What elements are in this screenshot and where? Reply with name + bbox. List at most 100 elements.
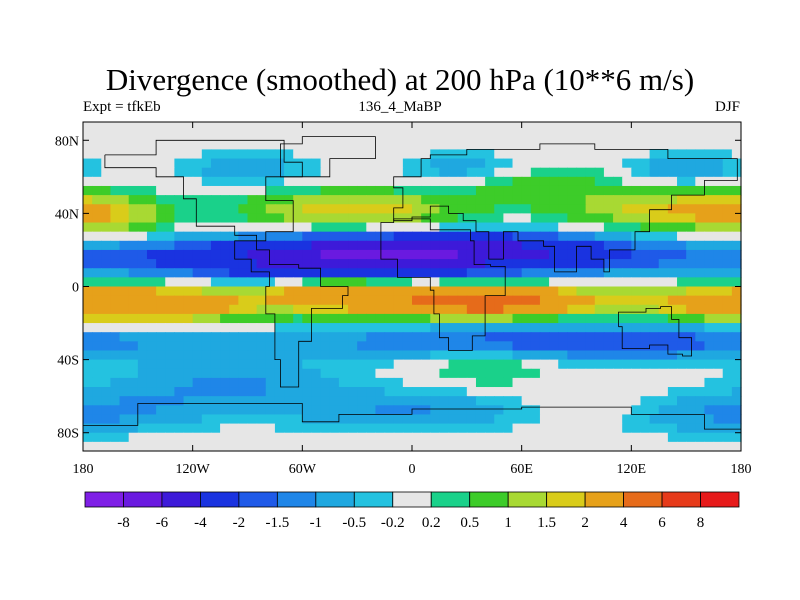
field-cell bbox=[622, 131, 632, 141]
field-cell bbox=[686, 359, 696, 370]
field-cell bbox=[594, 149, 605, 160]
field-cell bbox=[137, 140, 148, 151]
field-cell bbox=[457, 350, 468, 361]
field-cell bbox=[731, 277, 742, 288]
field-cell bbox=[320, 332, 331, 342]
field-cell bbox=[238, 131, 249, 141]
field-cell bbox=[357, 222, 367, 233]
field-cell bbox=[174, 341, 185, 352]
field-cell bbox=[585, 313, 596, 324]
field-cell bbox=[238, 423, 249, 434]
field-cell bbox=[284, 277, 294, 288]
field-cell bbox=[722, 332, 733, 342]
field-cell bbox=[320, 396, 331, 406]
field-cell bbox=[165, 158, 175, 169]
field-cell bbox=[439, 231, 450, 242]
field-cell bbox=[530, 122, 541, 132]
field-cell bbox=[466, 185, 477, 196]
field-cell bbox=[201, 249, 212, 260]
field-cell bbox=[613, 176, 623, 187]
field-cell bbox=[686, 240, 696, 251]
field-cell bbox=[256, 441, 267, 452]
field-cell bbox=[256, 432, 267, 443]
field-cell bbox=[101, 231, 112, 242]
field-cell bbox=[549, 286, 559, 297]
field-cell bbox=[402, 259, 413, 269]
field-cell bbox=[210, 222, 221, 233]
field-cell bbox=[247, 396, 258, 406]
field-cell bbox=[174, 323, 185, 333]
field-cell bbox=[521, 405, 532, 416]
field-cell bbox=[503, 213, 514, 224]
field-cell bbox=[302, 185, 313, 196]
field-cell bbox=[466, 313, 477, 324]
field-cell bbox=[192, 432, 203, 443]
field-cell bbox=[549, 405, 559, 416]
field-cell bbox=[631, 387, 642, 397]
field-cell bbox=[521, 313, 532, 324]
field-cell bbox=[92, 414, 102, 425]
field-cell bbox=[92, 204, 102, 214]
field-cell bbox=[695, 131, 706, 141]
field-cell bbox=[457, 423, 468, 434]
field-cell bbox=[183, 332, 194, 342]
field-cell bbox=[375, 359, 386, 370]
field-cell bbox=[677, 231, 687, 242]
field-cell bbox=[521, 176, 532, 187]
field-cell bbox=[174, 131, 185, 141]
field-cell bbox=[311, 222, 322, 233]
field-cell bbox=[412, 441, 422, 452]
field-cell bbox=[603, 341, 614, 352]
field-cell bbox=[667, 441, 678, 452]
field-cell bbox=[677, 405, 687, 416]
field-cell bbox=[302, 268, 313, 278]
field-cell bbox=[384, 313, 395, 324]
field-cell bbox=[311, 231, 322, 242]
field-cell bbox=[649, 341, 660, 352]
field-cell bbox=[622, 323, 632, 333]
field-cell bbox=[594, 268, 605, 278]
field-cell bbox=[101, 149, 112, 160]
field-cell bbox=[265, 259, 276, 269]
field-cell bbox=[576, 295, 587, 306]
field-cell bbox=[539, 195, 550, 205]
field-cell bbox=[92, 341, 102, 352]
field-cell bbox=[174, 213, 185, 224]
field-cell bbox=[485, 286, 495, 297]
field-cell bbox=[576, 441, 587, 452]
x-tick-label: 120E bbox=[617, 462, 647, 477]
field-cell bbox=[338, 176, 349, 187]
field-cell bbox=[201, 268, 212, 278]
field-cell bbox=[402, 204, 413, 214]
field-cell bbox=[631, 432, 642, 443]
field-cell bbox=[146, 167, 157, 178]
field-cell bbox=[274, 222, 285, 233]
field-cell bbox=[83, 176, 93, 187]
field-cell bbox=[421, 240, 431, 251]
field-cell bbox=[83, 231, 93, 242]
field-cell bbox=[475, 396, 486, 406]
field-cell bbox=[549, 332, 559, 342]
field-cell bbox=[475, 441, 486, 452]
field-cell bbox=[366, 131, 377, 141]
field-cell bbox=[512, 122, 523, 132]
field-cell bbox=[156, 377, 166, 388]
field-cell bbox=[366, 204, 377, 214]
field-cell bbox=[503, 332, 514, 342]
field-cell bbox=[402, 295, 413, 306]
field-cell bbox=[558, 313, 568, 324]
field-cell bbox=[174, 432, 185, 443]
field-cell bbox=[558, 222, 568, 233]
field-cell bbox=[274, 405, 285, 416]
field-cell bbox=[549, 231, 559, 242]
field-cell bbox=[731, 414, 742, 425]
field-cell bbox=[101, 304, 112, 315]
field-cell bbox=[439, 277, 450, 288]
field-cell bbox=[229, 414, 239, 425]
field-cell bbox=[110, 259, 121, 269]
field-cell bbox=[512, 441, 523, 452]
field-cell bbox=[393, 368, 404, 379]
field-cell bbox=[713, 323, 724, 333]
field-cell bbox=[311, 185, 322, 196]
field-cell bbox=[677, 441, 687, 452]
